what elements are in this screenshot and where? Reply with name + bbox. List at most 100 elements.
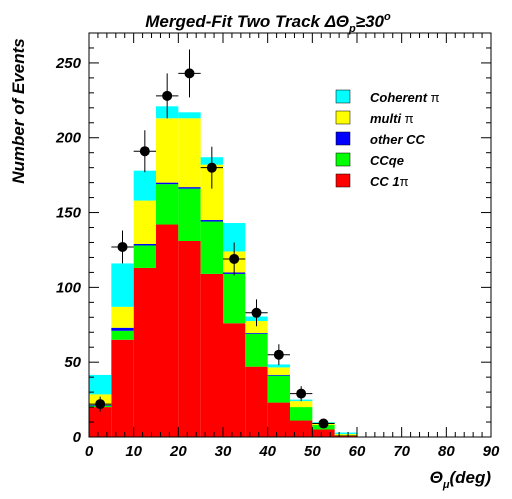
bar-0-bin-10 — [312, 429, 335, 437]
data-marker — [251, 307, 262, 318]
bar-3-bin-4 — [178, 118, 201, 188]
data-marker — [229, 253, 240, 264]
bar-2-bin-2 — [133, 243, 156, 246]
bar-1-bin-7 — [245, 333, 268, 367]
legend-label: Coherent π — [370, 90, 440, 105]
legend-swatch — [335, 89, 351, 104]
data-point — [312, 418, 335, 429]
data-points — [89, 49, 335, 429]
data-point — [290, 386, 313, 402]
bar-1-bin-4 — [178, 188, 201, 241]
bar-2-bin-4 — [178, 187, 201, 189]
data-marker — [273, 349, 284, 360]
bar-0-bin-3 — [156, 224, 179, 437]
bar-4-bin-8 — [267, 364, 290, 368]
bar-3-bin-3 — [156, 118, 179, 183]
bar-3-bin-5 — [200, 164, 223, 221]
y-axis-label: Number of Events — [9, 38, 28, 183]
bar-4-bin-0 — [89, 374, 112, 395]
data-point — [133, 130, 156, 173]
bar-0-bin-0 — [89, 407, 112, 437]
data-point — [156, 73, 179, 119]
bar-1-bin-11 — [334, 434, 357, 436]
bar-3-bin-11 — [334, 434, 357, 435]
bar-0-bin-4 — [178, 240, 201, 437]
x-tick-label: 70 — [393, 443, 410, 460]
data-point — [267, 344, 290, 366]
legend-swatch — [335, 152, 351, 167]
legend-swatch — [335, 131, 351, 146]
bar-0-bin-7 — [245, 366, 268, 437]
bar-1-bin-3 — [156, 184, 179, 225]
legend-swatch — [335, 110, 351, 125]
x-tick-label: 30 — [215, 443, 232, 460]
data-marker — [95, 399, 106, 410]
y-tick-label: 100 — [56, 279, 82, 296]
bar-1-bin-5 — [200, 221, 223, 274]
x-tick-label: 20 — [169, 443, 187, 460]
bar-4-bin-11 — [334, 432, 357, 435]
data-marker — [206, 162, 217, 173]
legend-label: multi π — [370, 111, 414, 126]
data-marker — [318, 418, 329, 429]
legend-label: CCqe — [370, 153, 404, 168]
bar-0-bin-9 — [290, 420, 313, 437]
bar-1-bin-2 — [133, 245, 156, 268]
bar-0-bin-11 — [334, 435, 357, 437]
bar-3-bin-2 — [133, 200, 156, 244]
y-tick-label: 0 — [73, 429, 82, 446]
bar-3-bin-7 — [245, 321, 268, 334]
bar-0-bin-6 — [223, 323, 246, 437]
x-tick-label: 0 — [85, 443, 94, 460]
bar-4-bin-6 — [223, 223, 246, 252]
data-point — [89, 396, 112, 412]
bar-0-bin-2 — [133, 267, 156, 437]
chart-title: Merged-Fit Two Track ΔΘp≥30o — [145, 11, 391, 35]
legend-label: CC 1π — [370, 174, 409, 189]
bar-4-bin-4 — [178, 112, 201, 119]
bar-4-bin-2 — [133, 170, 156, 201]
x-tick-label: 60 — [349, 443, 366, 460]
data-point — [178, 49, 201, 98]
data-point — [245, 299, 268, 327]
x-tick-label: 90 — [483, 443, 500, 460]
x-tick-label: 10 — [125, 443, 142, 460]
y-tick-label: 50 — [64, 354, 81, 371]
bar-2-bin-1 — [111, 327, 134, 331]
bar-0-bin-8 — [267, 402, 290, 437]
legend: Coherent π multi π other CC CCqe CC 1π — [335, 89, 440, 189]
legend-swatch — [335, 173, 351, 188]
bar-1-bin-8 — [267, 375, 290, 403]
legend-label: other CC — [370, 132, 426, 147]
bar-1-bin-1 — [111, 330, 134, 340]
histogram-bars — [89, 106, 357, 437]
bar-0-bin-1 — [111, 339, 134, 437]
bar-4-bin-1 — [111, 263, 134, 307]
bar-1-bin-6 — [223, 273, 246, 324]
bar-2-bin-3 — [156, 182, 179, 185]
bar-2-bin-5 — [200, 220, 223, 222]
data-marker — [117, 241, 128, 252]
data-marker — [296, 388, 307, 399]
bar-3-bin-8 — [267, 367, 290, 375]
bar-3-bin-9 — [290, 401, 313, 408]
bar-3-bin-1 — [111, 306, 134, 328]
bar-2-bin-7 — [245, 333, 268, 334]
x-tick-label: 40 — [258, 443, 276, 460]
data-marker — [139, 146, 150, 157]
y-tick-label: 150 — [56, 205, 82, 222]
y-tick-label: 250 — [55, 55, 82, 72]
data-point — [111, 230, 134, 264]
data-marker — [184, 68, 195, 79]
x-tick-label: 80 — [438, 443, 455, 460]
bar-2-bin-8 — [267, 374, 290, 376]
axes: 0 50 100 150 200 250 0 10 20 30 40 50 60 70 80 90 — [55, 32, 500, 460]
x-tick-label: 50 — [304, 443, 321, 460]
bar-0-bin-5 — [200, 273, 223, 437]
y-tick-label: 200 — [55, 130, 82, 147]
plot-frame — [88, 32, 492, 438]
data-marker — [162, 90, 173, 101]
x-axis-label: Θμ(deg) — [430, 468, 492, 491]
data-point — [200, 146, 223, 189]
